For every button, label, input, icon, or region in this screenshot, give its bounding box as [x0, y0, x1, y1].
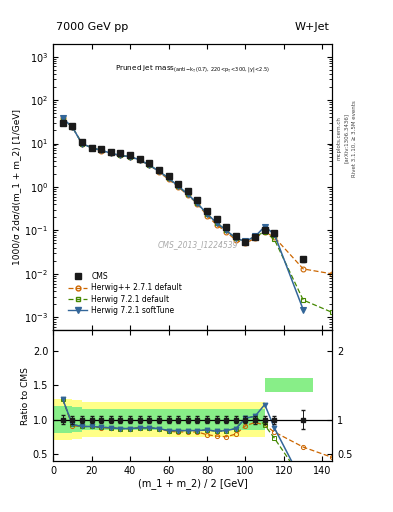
Text: mcplots.cern.ch: mcplots.cern.ch [336, 116, 341, 160]
Text: 7000 GeV pp: 7000 GeV pp [56, 22, 128, 32]
X-axis label: (m_1 + m_2) / 2 [GeV]: (m_1 + m_2) / 2 [GeV] [138, 478, 248, 489]
Text: [arXiv:1306.3436]: [arXiv:1306.3436] [344, 113, 349, 163]
Legend: CMS, Herwig++ 2.7.1 default, Herwig 7.2.1 default, Herwig 7.2.1 softTune: CMS, Herwig++ 2.7.1 default, Herwig 7.2.… [65, 269, 185, 318]
Text: W+Jet: W+Jet [294, 22, 329, 32]
Text: Rivet 3.1.10, ≥ 3.5M events: Rivet 3.1.10, ≥ 3.5M events [352, 100, 357, 177]
Text: CMS_2013_I1224539: CMS_2013_I1224539 [158, 240, 239, 249]
Y-axis label: 1000/σ 2dσ/d(m_1 + m_2) [1/GeV]: 1000/σ 2dσ/d(m_1 + m_2) [1/GeV] [13, 109, 22, 265]
Text: Pruned jet mass$_{\sf (anti\!-\!k_T(0.7),\,220\!<\!p_T\!<\!300,\,|y|\!<\!2.5)}$: Pruned jet mass$_{\sf (anti\!-\!k_T(0.7)… [115, 63, 270, 75]
Y-axis label: Ratio to CMS: Ratio to CMS [21, 367, 30, 424]
